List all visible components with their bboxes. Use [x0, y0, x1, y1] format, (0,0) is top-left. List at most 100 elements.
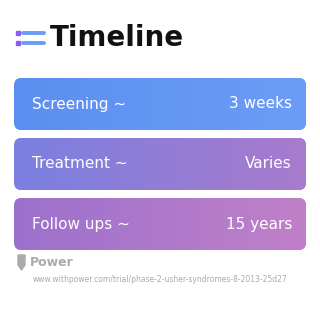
- Bar: [179, 198, 180, 250]
- Bar: [298, 78, 300, 130]
- Bar: [285, 198, 287, 250]
- Bar: [302, 198, 304, 250]
- Bar: [236, 78, 237, 130]
- Bar: [191, 78, 193, 130]
- Bar: [198, 78, 199, 130]
- Bar: [217, 198, 219, 250]
- Bar: [53, 198, 54, 250]
- Bar: [134, 138, 135, 190]
- Bar: [227, 198, 228, 250]
- Bar: [39, 198, 41, 250]
- Bar: [113, 78, 115, 130]
- Bar: [67, 138, 68, 190]
- Bar: [248, 198, 249, 250]
- Bar: [196, 78, 197, 130]
- Bar: [284, 78, 286, 130]
- Bar: [247, 78, 248, 130]
- Bar: [76, 138, 78, 190]
- Bar: [301, 78, 303, 130]
- Bar: [77, 78, 79, 130]
- Bar: [106, 78, 107, 130]
- Bar: [205, 138, 206, 190]
- Bar: [200, 138, 201, 190]
- Bar: [161, 78, 163, 130]
- Bar: [159, 198, 161, 250]
- Bar: [43, 138, 45, 190]
- Bar: [277, 198, 278, 250]
- Bar: [304, 78, 306, 130]
- Bar: [72, 138, 74, 190]
- Bar: [300, 198, 302, 250]
- Bar: [57, 78, 58, 130]
- Bar: [139, 198, 140, 250]
- Bar: [68, 138, 70, 190]
- Bar: [180, 198, 181, 250]
- Bar: [270, 78, 271, 130]
- Bar: [238, 138, 239, 190]
- Bar: [105, 198, 106, 250]
- Bar: [130, 78, 131, 130]
- Bar: [41, 78, 43, 130]
- Bar: [238, 78, 239, 130]
- Bar: [282, 138, 283, 190]
- Bar: [17, 198, 18, 250]
- Bar: [78, 78, 80, 130]
- Bar: [134, 78, 135, 130]
- Bar: [16, 138, 17, 190]
- Bar: [55, 138, 56, 190]
- Bar: [157, 198, 158, 250]
- Bar: [67, 198, 68, 250]
- Bar: [106, 138, 107, 190]
- Bar: [187, 78, 189, 130]
- Bar: [68, 198, 70, 250]
- Bar: [34, 138, 35, 190]
- Bar: [224, 78, 226, 130]
- Bar: [93, 198, 94, 250]
- Bar: [252, 198, 254, 250]
- Bar: [151, 138, 153, 190]
- Bar: [52, 198, 53, 250]
- Bar: [178, 138, 179, 190]
- Bar: [212, 198, 213, 250]
- Bar: [136, 198, 137, 250]
- Bar: [292, 138, 294, 190]
- Bar: [148, 78, 150, 130]
- Bar: [294, 78, 296, 130]
- Bar: [220, 138, 221, 190]
- Bar: [143, 78, 145, 130]
- Bar: [23, 138, 24, 190]
- Bar: [83, 78, 84, 130]
- Bar: [81, 138, 83, 190]
- Bar: [167, 198, 168, 250]
- Bar: [281, 198, 282, 250]
- Bar: [272, 138, 273, 190]
- Bar: [303, 198, 305, 250]
- Bar: [205, 198, 206, 250]
- Bar: [250, 78, 251, 130]
- Bar: [87, 138, 88, 190]
- Bar: [133, 78, 134, 130]
- Bar: [91, 78, 92, 130]
- Bar: [252, 198, 253, 250]
- Bar: [194, 138, 196, 190]
- Bar: [106, 198, 107, 250]
- Bar: [242, 78, 243, 130]
- Bar: [181, 198, 183, 250]
- Bar: [66, 78, 67, 130]
- Bar: [225, 78, 227, 130]
- Bar: [70, 198, 72, 250]
- Bar: [240, 138, 241, 190]
- Bar: [59, 138, 60, 190]
- Bar: [147, 198, 149, 250]
- Bar: [300, 138, 302, 190]
- Bar: [79, 78, 81, 130]
- Bar: [126, 78, 127, 130]
- Bar: [58, 138, 59, 190]
- Bar: [221, 198, 223, 250]
- Bar: [295, 198, 297, 250]
- Bar: [278, 138, 279, 190]
- Bar: [231, 198, 233, 250]
- Bar: [95, 78, 96, 130]
- Bar: [261, 138, 263, 190]
- Bar: [49, 78, 51, 130]
